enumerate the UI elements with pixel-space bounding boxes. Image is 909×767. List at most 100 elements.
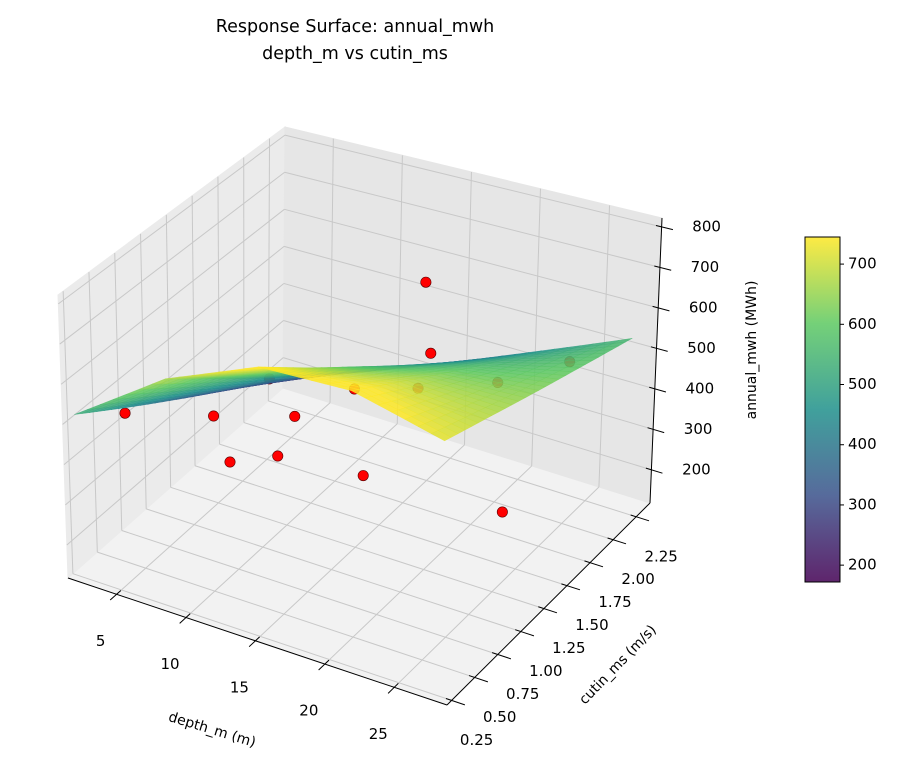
z-axis-label: annual_mwh (MWh) <box>744 281 760 420</box>
x-tick-label: 20 <box>299 702 318 720</box>
x-tick-label: 15 <box>230 678 249 696</box>
axes: 5 10 15 20 25 0.25 0.50 0.75 1.00 1.25 1.50 1.75 2.0… <box>67 217 721 749</box>
y-tick-label: 1.50 <box>575 616 608 634</box>
axis-panes <box>57 126 663 706</box>
scatter-point <box>272 450 284 462</box>
gridline-y <box>243 422 614 541</box>
gridline-z <box>59 171 285 345</box>
gridline-y <box>165 214 172 488</box>
y-tick-mark <box>584 560 604 568</box>
z-tick-label: 300 <box>684 420 713 438</box>
chart-subtitle: depth_m vs cutin_ms <box>262 44 448 64</box>
colorbar-tick-label: 200 <box>848 556 877 574</box>
colorbar-tick-label: 300 <box>848 495 877 513</box>
gridline-x <box>329 138 334 403</box>
x-axis-label: depth_m (m) <box>166 709 257 751</box>
gridline-y <box>62 291 74 574</box>
z-tick-mark <box>647 427 665 434</box>
y-tick-mark <box>561 583 581 591</box>
gridline-z <box>62 245 285 425</box>
gridline-x <box>255 444 465 642</box>
y-tick-mark <box>468 675 489 683</box>
gridline-y <box>72 573 452 701</box>
gridline-x <box>324 465 533 665</box>
y-tick-mark <box>515 629 535 637</box>
y-tick-mark <box>538 606 558 614</box>
colorbar-gradient <box>805 237 840 582</box>
x-axis-line <box>67 577 448 706</box>
z-axis-line <box>649 217 663 504</box>
colorbar-tick-label: 400 <box>848 435 877 453</box>
x-tick-label: 5 <box>96 632 106 650</box>
gridline-y <box>146 508 521 633</box>
z-tick-mark <box>655 225 674 231</box>
z-tick-mark <box>649 386 667 393</box>
gridline-y <box>140 233 147 509</box>
scatter-point <box>496 506 508 518</box>
gridline-y <box>97 551 475 678</box>
z-tick-mark <box>654 265 672 271</box>
gridline-x <box>393 486 600 688</box>
y-tick-label: 0.75 <box>506 685 539 703</box>
gridline-y <box>194 465 568 587</box>
gridline-y <box>268 400 637 518</box>
gridline-z <box>283 282 655 390</box>
gridline-y <box>267 138 271 401</box>
y-tick-label: 2.00 <box>621 570 654 588</box>
scatter-point <box>289 410 301 422</box>
scatter-point <box>119 407 131 419</box>
gridline-y <box>121 530 498 655</box>
response-surface <box>74 338 633 442</box>
x-tick-mark <box>387 682 399 694</box>
gridline-y <box>114 252 123 531</box>
gridline-x <box>185 423 398 618</box>
gridline-y <box>217 176 220 445</box>
gridline-x <box>531 188 541 466</box>
z-tick-label: 800 <box>692 217 721 235</box>
gridline-z <box>60 208 285 385</box>
x-tick-mark <box>179 613 191 624</box>
gridline-y <box>170 486 545 610</box>
y-tick-label: 0.50 <box>483 708 516 726</box>
x-tick-mark <box>248 636 260 648</box>
y-axis-line <box>446 502 651 706</box>
scatter-point <box>420 276 432 288</box>
z-tick-mark <box>650 346 668 352</box>
y-tick-label: 1.00 <box>529 662 562 680</box>
x-tick-label: 25 <box>369 725 388 743</box>
scatter-point <box>425 347 437 359</box>
z-tick-label: 500 <box>687 339 716 357</box>
z-tick-label: 200 <box>682 460 711 478</box>
gridline-z <box>284 134 662 228</box>
y-tick-mark <box>491 652 512 660</box>
x-tick-label: 10 <box>160 655 179 673</box>
z-tick-mark <box>652 305 670 312</box>
gridline-z <box>284 171 661 268</box>
gridline-z <box>284 208 659 309</box>
colorbar-frame <box>804 236 841 583</box>
scatter-point <box>224 456 236 468</box>
y-axis-label: cutin_ms (m/s) <box>576 622 660 708</box>
gridline-z <box>65 320 284 506</box>
y-tick-mark <box>607 537 627 545</box>
x-tick-mark <box>318 659 330 671</box>
y-tick-label: 0.25 <box>460 731 493 749</box>
colorbar-tick-label: 700 <box>848 255 877 273</box>
gridline-z <box>283 245 657 349</box>
colorbar: 200 300 400 500 600 700 <box>804 236 877 583</box>
z-tick-mark <box>645 467 663 474</box>
scatter-front <box>420 276 437 359</box>
y-tick-mark <box>445 698 466 706</box>
colorbar-tick-label: 500 <box>848 375 877 393</box>
z-tick-label: 600 <box>689 298 718 316</box>
colorbar-tick-label: 600 <box>848 315 877 333</box>
gridline-x <box>116 402 331 595</box>
y-tick-mark <box>630 514 650 522</box>
scatter-point <box>357 470 369 482</box>
z-tick-label: 400 <box>685 379 714 397</box>
surface-patch <box>430 430 452 442</box>
z-tick-label: 700 <box>691 258 720 276</box>
gridline-z <box>66 357 284 546</box>
y-tick-label: 1.25 <box>552 639 585 657</box>
